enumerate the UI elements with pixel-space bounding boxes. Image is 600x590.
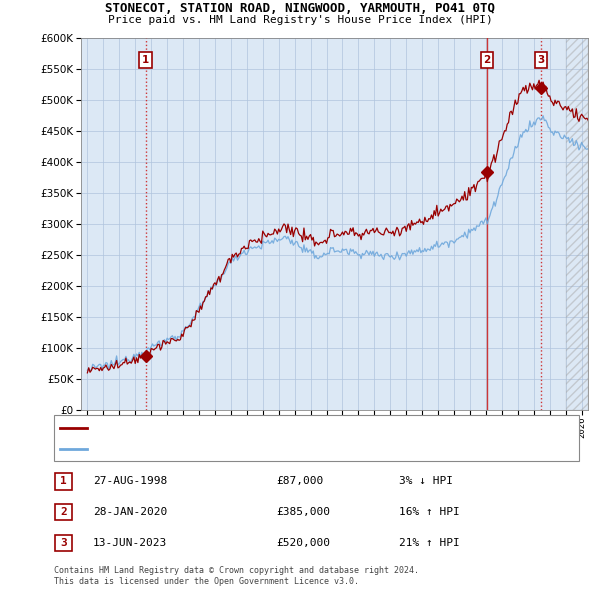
Text: STONECOT, STATION ROAD, NINGWOOD, YARMOUTH, PO41 0TQ: STONECOT, STATION ROAD, NINGWOOD, YARMOU… <box>105 2 495 15</box>
Text: 3% ↓ HPI: 3% ↓ HPI <box>399 477 453 486</box>
Text: 2: 2 <box>60 507 67 517</box>
Text: 2: 2 <box>484 55 491 65</box>
Text: 1: 1 <box>60 477 67 486</box>
Text: Contains HM Land Registry data © Crown copyright and database right 2024.: Contains HM Land Registry data © Crown c… <box>54 566 419 575</box>
Text: 16% ↑ HPI: 16% ↑ HPI <box>399 507 460 517</box>
Text: 3: 3 <box>538 55 545 65</box>
Text: £385,000: £385,000 <box>276 507 330 517</box>
Text: 27-AUG-1998: 27-AUG-1998 <box>93 477 167 486</box>
Text: 28-JAN-2020: 28-JAN-2020 <box>93 507 167 517</box>
Text: Price paid vs. HM Land Registry's House Price Index (HPI): Price paid vs. HM Land Registry's House … <box>107 15 493 25</box>
Text: £520,000: £520,000 <box>276 538 330 548</box>
Text: 21% ↑ HPI: 21% ↑ HPI <box>399 538 460 548</box>
Text: This data is licensed under the Open Government Licence v3.0.: This data is licensed under the Open Gov… <box>54 577 359 586</box>
Text: 3: 3 <box>60 538 67 548</box>
Text: 1: 1 <box>142 55 149 65</box>
Text: STONECOT, STATION ROAD, NINGWOOD, YARMOUTH, PO41 0TQ (detached house): STONECOT, STATION ROAD, NINGWOOD, YARMOU… <box>92 423 497 433</box>
Text: HPI: Average price, detached house, Isle of Wight: HPI: Average price, detached house, Isle… <box>92 444 380 454</box>
Text: £87,000: £87,000 <box>276 477 323 486</box>
Text: 13-JUN-2023: 13-JUN-2023 <box>93 538 167 548</box>
